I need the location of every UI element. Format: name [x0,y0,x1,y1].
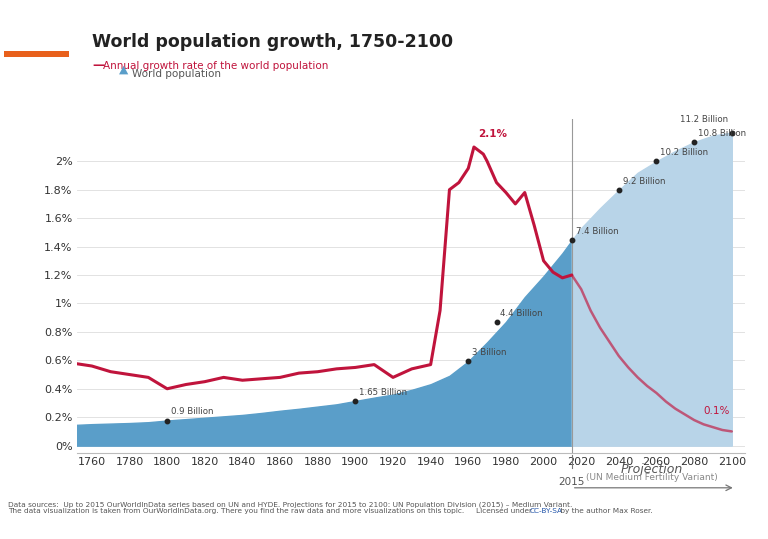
Text: 1.65 Billion: 1.65 Billion [359,388,407,397]
Text: World population: World population [132,70,221,79]
Text: World population growth, 1750-2100: World population growth, 1750-2100 [92,33,453,51]
Text: 11.2 Billion: 11.2 Billion [680,115,728,124]
Text: 0.9 Billion: 0.9 Billion [171,407,214,416]
Text: Our World: Our World [11,18,62,27]
Text: by the author Max Roser.: by the author Max Roser. [558,508,653,514]
Text: 2015: 2015 [558,477,585,487]
Text: 4.4 Billion: 4.4 Billion [500,309,543,317]
Text: Licensed under: Licensed under [476,508,535,514]
Text: in Data: in Data [18,34,55,44]
Text: 7.4 Billion: 7.4 Billion [575,227,618,236]
Text: 0.1%: 0.1% [703,406,730,416]
Text: Annual growth rate of the world population: Annual growth rate of the world populati… [103,61,328,71]
Text: The data visualization is taken from OurWorldInData.org. There you find the raw : The data visualization is taken from Our… [8,508,464,514]
Text: 9.2 Billion: 9.2 Billion [623,177,665,186]
Text: 2.1%: 2.1% [478,129,507,139]
Bar [4,51,69,57]
Text: —: — [92,59,104,72]
Text: Projection: Projection [621,463,683,476]
Text: 10.2 Billion: 10.2 Billion [660,148,708,157]
Text: 10.8 Billion: 10.8 Billion [698,129,746,138]
Text: 3 Billion: 3 Billion [472,348,507,357]
Text: CC-BY-SA: CC-BY-SA [529,508,562,514]
Text: Data sources:  Up to 2015 OurWorldInData series based on UN and HYDE. Projection: Data sources: Up to 2015 OurWorldInData … [8,502,572,508]
Text: (UN Medium Fertility Variant): (UN Medium Fertility Variant) [586,473,717,482]
